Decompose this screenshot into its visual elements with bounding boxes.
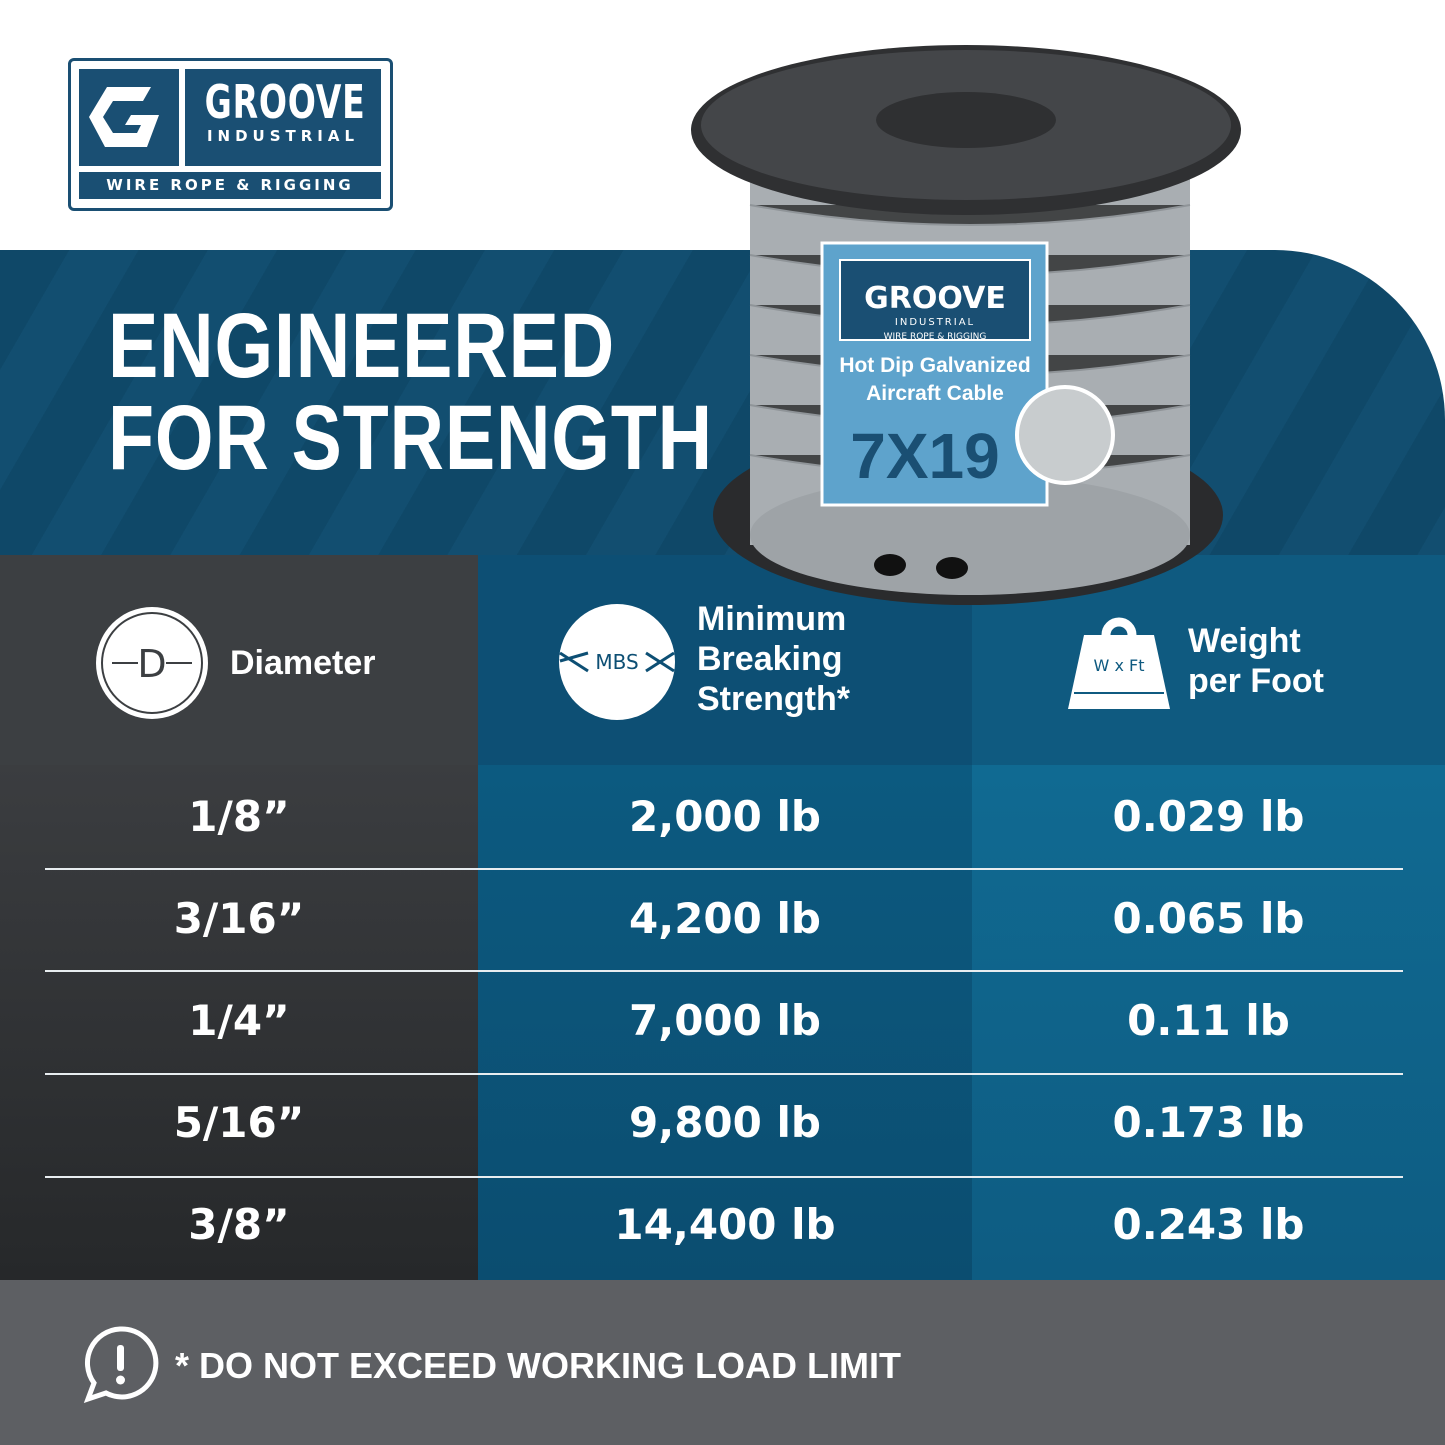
brand-logo: GROOVE INDUSTRIAL WIRE ROPE & RIGGING — [68, 58, 393, 211]
strand-cross-section-icon — [1015, 385, 1115, 485]
label-brand: GROOVE — [864, 281, 1006, 316]
row-divider — [45, 1176, 1403, 1178]
cell-weight: 0.065 lb — [1112, 893, 1305, 943]
cell-mbs: 4,200 lb — [629, 893, 821, 943]
column-weight: 0.029 lb 0.065 lb 0.11 lb 0.173 lb 0.243… — [972, 765, 1445, 1280]
row-divider — [45, 868, 1403, 870]
header-label-weight: Weight per Foot — [1188, 622, 1324, 700]
label-tagline: WIRE ROPE & RIGGING — [884, 332, 987, 342]
label-line2: Aircraft Cable — [866, 382, 1004, 405]
g-logo-icon — [79, 69, 179, 166]
headline: ENGINEERED FOR STRENGTH — [108, 300, 713, 484]
brand-sub: INDUSTRIAL — [206, 127, 360, 145]
label-line1: Hot Dip Galvanized — [839, 354, 1030, 377]
brand-name: GROOVE — [204, 75, 366, 129]
cell-mbs: 7,000 lb — [629, 995, 821, 1045]
svg-text:W x Ft: W x Ft — [1094, 656, 1145, 675]
row-divider — [45, 970, 1403, 972]
cell-weight: 0.173 lb — [1112, 1097, 1305, 1147]
svg-text:D: D — [137, 642, 166, 686]
cell-diameter: 3/16” — [173, 893, 305, 943]
warning-text: * DO NOT EXCEED WORKING LOAD LIMIT — [175, 1345, 901, 1386]
cell-mbs: 2,000 lb — [629, 791, 821, 841]
column-mbs: 2,000 lb 4,200 lb 7,000 lb 9,800 lb 14,4… — [478, 765, 972, 1280]
row-divider — [45, 1073, 1403, 1075]
cell-diameter: 3/8” — [188, 1199, 290, 1249]
cable-spool-image: GROOVE INDUSTRIAL WIRE ROPE & RIGGING Ho… — [691, 45, 1241, 605]
label-construction: 7X19 — [850, 420, 999, 492]
cell-weight: 0.029 lb — [1112, 791, 1305, 841]
cell-mbs: 9,800 lb — [629, 1097, 821, 1147]
column-diameter: 1/8” 3/16” 1/4” 5/16” 3/8” — [0, 765, 478, 1280]
cell-diameter: 1/4” — [188, 995, 290, 1045]
brand-tagline: WIRE ROPE & RIGGING — [79, 172, 381, 199]
label-sub: INDUSTRIAL — [895, 317, 975, 328]
header-label-mbs: Minimum Breaking Strength* — [697, 600, 850, 718]
cell-weight: 0.243 lb — [1112, 1199, 1305, 1249]
cell-diameter: 1/8” — [188, 791, 290, 841]
header-diameter: D Diameter — [0, 555, 478, 765]
cell-diameter: 5/16” — [173, 1097, 305, 1147]
footer — [0, 1280, 1445, 1445]
cell-weight: 0.11 lb — [1127, 995, 1290, 1045]
header-label-diameter: Diameter — [230, 644, 376, 682]
alert-bubble-icon — [83, 1326, 159, 1403]
headline-line1: ENGINEERED — [108, 295, 616, 397]
svg-text:MBS: MBS — [595, 650, 638, 674]
header-mbs: MBS Minimum Breaking Strength* — [478, 555, 972, 765]
cell-mbs: 14,400 lb — [614, 1199, 836, 1249]
weight-icon: W x Ft — [1068, 617, 1170, 709]
mbs-icon: MBS — [559, 604, 675, 720]
headline-line2: FOR STRENGTH — [108, 387, 713, 489]
diameter-icon: D — [96, 607, 208, 719]
